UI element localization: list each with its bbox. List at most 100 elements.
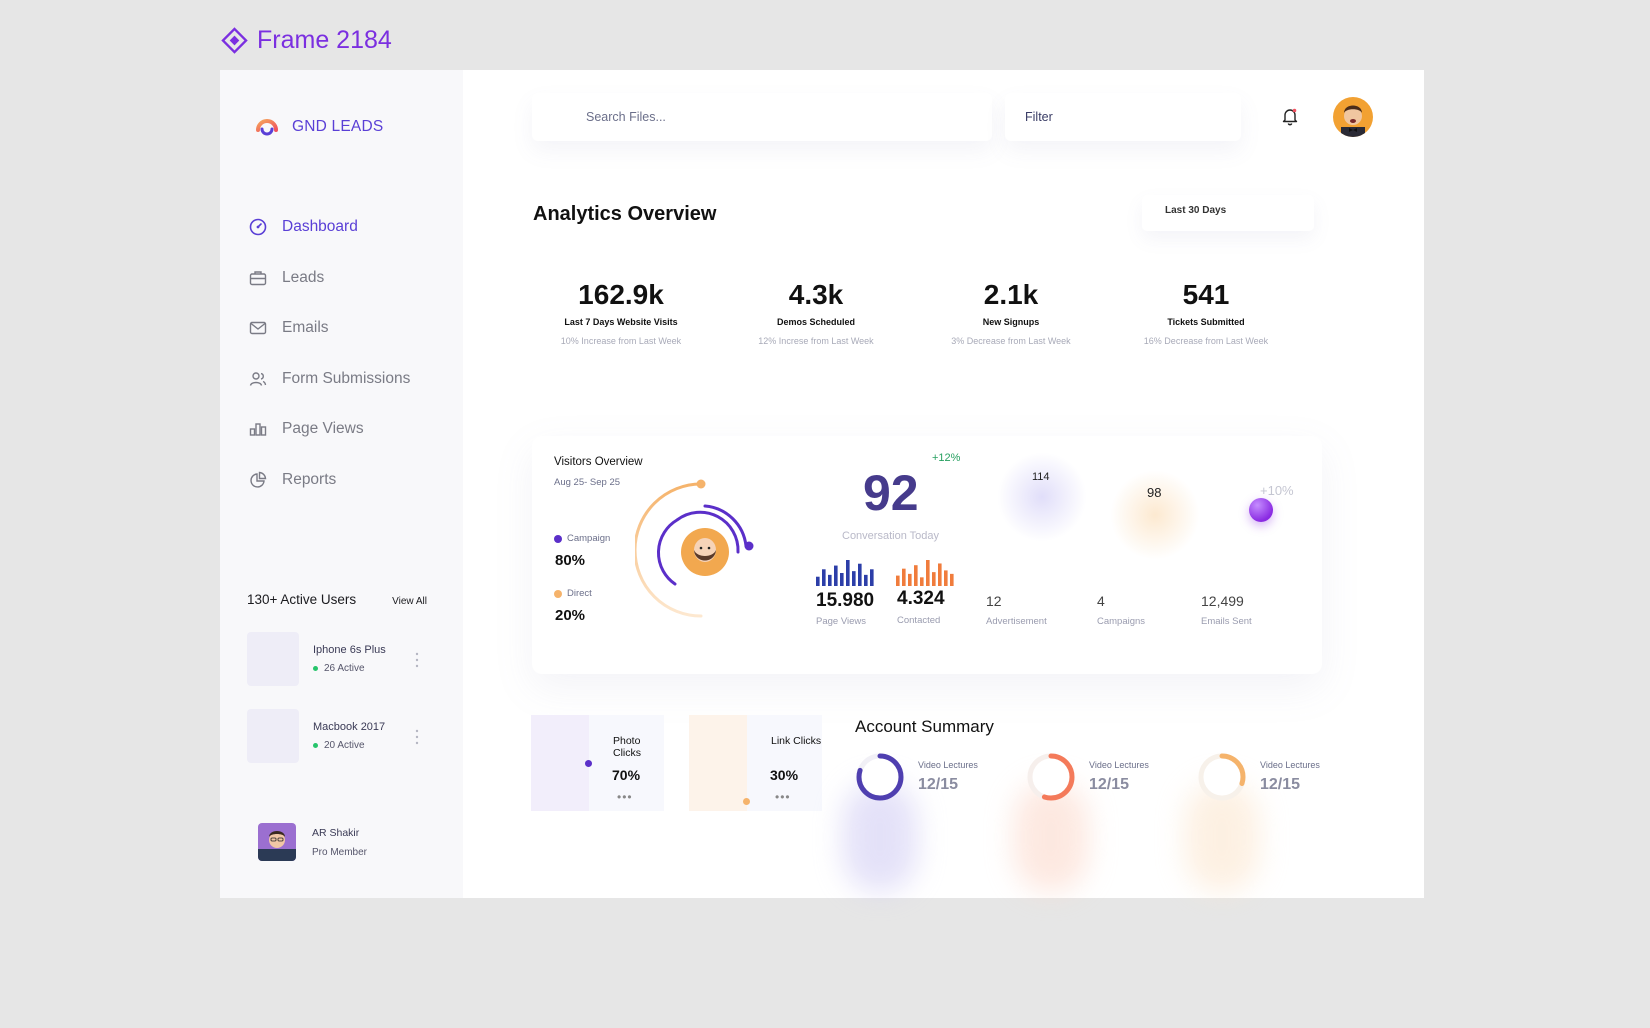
- mini-bar: [944, 570, 948, 586]
- page-title: Analytics Overview: [533, 203, 717, 225]
- stat-value: 2.1k: [983, 279, 1039, 310]
- online-dot-icon: [313, 743, 318, 748]
- metric-value: 12,499: [1201, 593, 1244, 609]
- legend-campaign-pct: 80%: [555, 552, 586, 569]
- frame-label: Frame 2184: [221, 26, 392, 55]
- stat-card-visits[interactable]: 162.9k Last 7 Days Website Visits 10% In…: [533, 261, 709, 373]
- click-card-accent: [689, 715, 747, 811]
- bell-icon[interactable]: [1279, 105, 1301, 127]
- link-clicks-card[interactable]: Link Clicks 30% •••: [689, 715, 822, 811]
- account-item[interactable]: Video Lectures 12/15: [1014, 752, 1176, 892]
- legend-label: Direct: [567, 588, 592, 599]
- more-horizontal-icon[interactable]: •••: [617, 790, 633, 804]
- nav-label: Page Views: [282, 420, 364, 438]
- nav-item-leads[interactable]: Leads: [248, 253, 448, 304]
- stat-sub: 12% Increse from Last Week: [758, 336, 874, 346]
- device-status-text: 20 Active: [324, 740, 365, 751]
- stat-sub: 3% Decrease from Last Week: [951, 336, 1071, 346]
- more-horizontal-icon[interactable]: •••: [775, 790, 791, 804]
- nav-label: Reports: [282, 470, 337, 488]
- metric-label: Campaigns: [1097, 616, 1146, 627]
- more-vertical-icon[interactable]: [415, 729, 419, 745]
- dashboard-card: GND LEADS Dashboard Leads Emails Form Su…: [220, 70, 1424, 898]
- profile-avatar: [258, 823, 296, 861]
- nav-item-reports[interactable]: Reports: [248, 455, 448, 506]
- metric-label: Advertisement: [986, 616, 1047, 627]
- mini-bar: [902, 568, 906, 586]
- date-range-select[interactable]: Last 30 Days: [1142, 195, 1314, 231]
- brand-name: GND LEADS: [292, 118, 384, 135]
- mini-bar: [950, 573, 954, 586]
- bubble-purple: [997, 452, 1087, 542]
- stat-sub: 16% Decrease from Last Week: [1143, 336, 1269, 346]
- progress-ring: [1027, 753, 1075, 801]
- account-item[interactable]: Video Lectures 12/15: [843, 752, 1005, 892]
- mini-bar: [840, 573, 844, 586]
- filter-input[interactable]: Filter: [1005, 93, 1241, 141]
- account-value: 12/15: [1260, 776, 1301, 793]
- mini-bar: [926, 560, 930, 586]
- device-status: 26 Active: [313, 663, 365, 674]
- nav-item-page-views[interactable]: Page Views: [248, 404, 448, 455]
- view-all-link[interactable]: View All: [392, 596, 427, 607]
- account-label: Video Lectures: [1260, 760, 1320, 770]
- account-label: Video Lectures: [1089, 760, 1149, 770]
- mini-bar: [822, 569, 826, 586]
- stat-label: Demos Scheduled: [776, 317, 856, 327]
- mini-bar: [828, 574, 832, 586]
- contacted-label: Contacted: [897, 615, 941, 626]
- stat-card-tickets[interactable]: 541 Tickets Submitted 16% Decrease from …: [1118, 261, 1294, 373]
- nav-item-form-submissions[interactable]: Form Submissions: [248, 354, 448, 405]
- account-label: Video Lectures: [918, 760, 978, 770]
- mini-bar: [932, 572, 936, 586]
- stat-value: 4.3k: [788, 279, 844, 310]
- stat-label: Tickets Submitted: [1167, 317, 1245, 327]
- account-summary-title: Account Summary: [855, 717, 994, 736]
- mini-bar: [816, 576, 820, 586]
- profile-role: Pro Member: [312, 846, 368, 858]
- progress-ring: [856, 753, 904, 801]
- brand-logo[interactable]: GND LEADS: [254, 114, 383, 140]
- legend-label: Campaign: [567, 533, 611, 544]
- mini-bar: [846, 560, 850, 586]
- briefcase-icon: [249, 271, 267, 285]
- contacted-value: 4.324: [897, 588, 945, 609]
- mini-bar: [858, 563, 862, 586]
- logo-mark-icon: [256, 119, 278, 136]
- device-status-text: 26 Active: [324, 663, 365, 674]
- more-vertical-icon[interactable]: [415, 652, 419, 668]
- legend-campaign: Campaign: [554, 533, 610, 544]
- device-item[interactable]: Iphone 6s Plus 26 Active: [247, 632, 427, 686]
- metric-value: 4: [1097, 593, 1105, 609]
- stat-label: New Signups: [982, 317, 1040, 327]
- conversation-label: Conversation Today: [842, 530, 940, 542]
- legend-direct: Direct: [554, 588, 592, 599]
- nav-label: Emails: [282, 319, 329, 337]
- stat-value: 162.9k: [578, 279, 664, 310]
- legend-direct-pct: 20%: [555, 607, 586, 624]
- stat-card-signups[interactable]: 2.1k New Signups 3% Decrease from Last W…: [923, 261, 1099, 373]
- mini-bar: [852, 571, 856, 586]
- legend-dot: [554, 589, 562, 598]
- visitors-overview-card: Visitors Overview Aug 25- Sep 25 Campaig…: [532, 436, 1322, 674]
- user-profile[interactable]: AR Shakir Pro Member: [258, 823, 367, 861]
- nav-item-dashboard[interactable]: Dashboard: [248, 202, 448, 253]
- device-thumbnail: [247, 632, 299, 686]
- active-users-header: 130+ Active Users View All: [247, 592, 427, 607]
- nav-item-emails[interactable]: Emails: [248, 303, 448, 354]
- user-avatar[interactable]: [1333, 97, 1373, 137]
- photo-clicks-card[interactable]: Photo Clicks 70% •••: [531, 715, 664, 811]
- orb-icon: [1249, 498, 1273, 522]
- stat-card-demos[interactable]: 4.3k Demos Scheduled 12% Increse from La…: [728, 261, 904, 373]
- account-item[interactable]: Video Lectures 12/15: [1185, 752, 1347, 892]
- click-card-body: [589, 715, 664, 811]
- stat-value: 541: [1182, 279, 1230, 310]
- device-item[interactable]: Macbook 2017 20 Active: [247, 709, 427, 763]
- account-value: 12/15: [918, 776, 959, 793]
- search-input[interactable]: Search Files...: [532, 93, 992, 141]
- bar-chart-icon: [249, 423, 267, 436]
- users-icon: [249, 372, 267, 386]
- page-views-value: 15.980: [816, 590, 875, 611]
- device-status: 20 Active: [313, 740, 365, 751]
- nav-label: Form Submissions: [282, 369, 411, 387]
